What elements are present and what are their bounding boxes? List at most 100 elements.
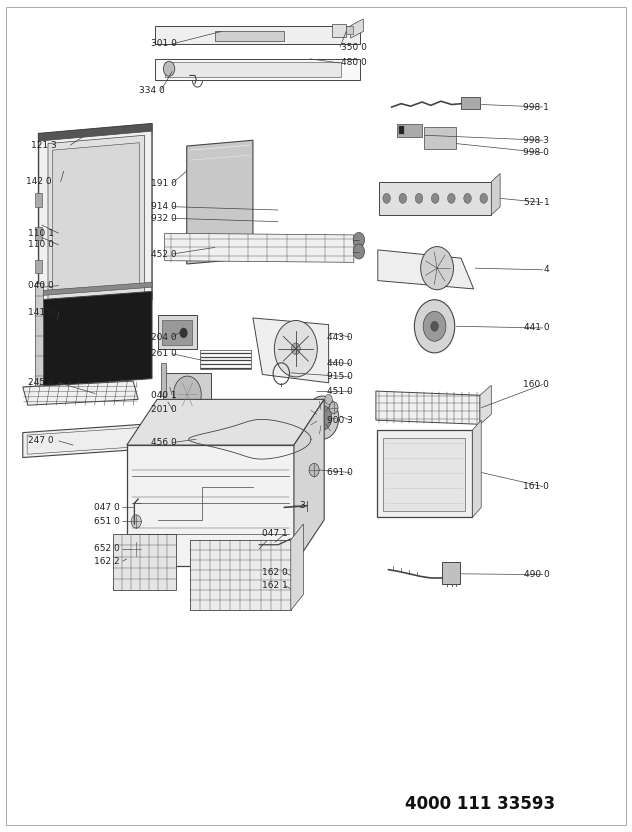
Bar (346, 26, 353, 34)
Bar (164, 373, 210, 416)
Circle shape (306, 396, 339, 439)
Circle shape (325, 394, 332, 404)
Circle shape (431, 321, 439, 331)
Polygon shape (39, 124, 152, 310)
Circle shape (415, 300, 455, 353)
Text: 161 0: 161 0 (523, 482, 549, 491)
Circle shape (179, 328, 187, 338)
Bar (332, 24, 346, 37)
Circle shape (329, 402, 338, 414)
Bar (159, 315, 197, 349)
Circle shape (447, 193, 455, 203)
Bar (190, 540, 291, 611)
Text: 040 1: 040 1 (151, 391, 176, 399)
Text: 443 0: 443 0 (327, 333, 353, 342)
Bar (377, 430, 472, 518)
Polygon shape (376, 391, 480, 424)
Polygon shape (480, 385, 491, 424)
Circle shape (131, 515, 142, 528)
Bar (425, 127, 456, 149)
Bar (442, 562, 459, 584)
Circle shape (291, 343, 300, 354)
Text: 110 0: 110 0 (28, 240, 54, 250)
Polygon shape (186, 141, 253, 264)
Circle shape (399, 193, 406, 203)
Text: 261 0: 261 0 (151, 349, 176, 359)
Bar (215, 31, 284, 41)
Circle shape (164, 62, 174, 77)
Text: 350 0: 350 0 (341, 42, 367, 52)
Text: 334 0: 334 0 (140, 86, 165, 95)
Circle shape (423, 311, 446, 341)
Text: 141 0: 141 0 (28, 308, 54, 317)
Circle shape (432, 193, 439, 203)
Bar (384, 438, 465, 511)
Circle shape (173, 376, 201, 413)
Polygon shape (23, 424, 143, 458)
Text: 247 0: 247 0 (28, 437, 54, 445)
Text: 998 3: 998 3 (523, 136, 549, 145)
Bar (35, 226, 42, 240)
Text: 160 0: 160 0 (523, 380, 549, 389)
Circle shape (309, 463, 319, 477)
Text: 4000 111 33593: 4000 111 33593 (405, 795, 555, 813)
Circle shape (421, 246, 454, 290)
Polygon shape (23, 381, 138, 405)
Text: 110 1: 110 1 (28, 229, 54, 238)
Polygon shape (39, 124, 152, 141)
Text: 998 0: 998 0 (523, 148, 549, 157)
Bar (165, 62, 341, 77)
Bar (162, 320, 191, 345)
Text: 651 0: 651 0 (94, 517, 120, 526)
Text: 452 0: 452 0 (151, 250, 176, 259)
Text: 162 2: 162 2 (94, 557, 119, 566)
Polygon shape (165, 233, 354, 262)
Text: 162 1: 162 1 (262, 581, 288, 590)
Text: 900 3: 900 3 (327, 416, 353, 424)
Text: 245 0: 245 0 (28, 379, 54, 387)
Text: 301 0: 301 0 (151, 39, 177, 48)
Bar (35, 283, 43, 387)
Text: 4: 4 (544, 265, 549, 275)
Circle shape (131, 542, 142, 556)
Polygon shape (52, 143, 140, 294)
Text: 915 0: 915 0 (327, 373, 353, 381)
Text: 998 1: 998 1 (523, 102, 549, 111)
Text: 521 1: 521 1 (523, 198, 549, 207)
Polygon shape (189, 419, 311, 459)
Text: 162 0: 162 0 (262, 567, 288, 577)
Bar (461, 97, 480, 109)
Text: 047 1: 047 1 (262, 529, 288, 538)
Bar (200, 349, 251, 369)
Polygon shape (127, 399, 324, 445)
Polygon shape (155, 59, 360, 80)
Polygon shape (40, 282, 152, 295)
Polygon shape (253, 318, 329, 383)
Text: 3: 3 (299, 501, 305, 510)
Text: 451 0: 451 0 (327, 387, 353, 395)
Text: 121 3: 121 3 (31, 141, 57, 150)
Bar (35, 260, 42, 273)
Text: 691 0: 691 0 (327, 468, 353, 477)
Text: 932 0: 932 0 (151, 214, 176, 223)
Text: 652 0: 652 0 (94, 544, 120, 553)
Circle shape (353, 232, 365, 247)
Polygon shape (155, 26, 360, 44)
Text: 040 0: 040 0 (28, 281, 54, 290)
Polygon shape (294, 399, 324, 566)
Text: 441 0: 441 0 (524, 324, 549, 333)
Polygon shape (40, 291, 152, 387)
Text: 440 0: 440 0 (327, 359, 353, 369)
Text: 204 0: 204 0 (151, 333, 176, 342)
Text: 914 0: 914 0 (151, 202, 176, 211)
Circle shape (383, 193, 391, 203)
Circle shape (313, 405, 332, 430)
Bar (35, 193, 42, 206)
Polygon shape (472, 420, 481, 518)
Text: 480 0: 480 0 (341, 58, 367, 67)
Circle shape (464, 193, 471, 203)
Bar (379, 181, 491, 215)
Polygon shape (351, 19, 363, 38)
Bar (161, 363, 166, 396)
Circle shape (274, 320, 317, 377)
